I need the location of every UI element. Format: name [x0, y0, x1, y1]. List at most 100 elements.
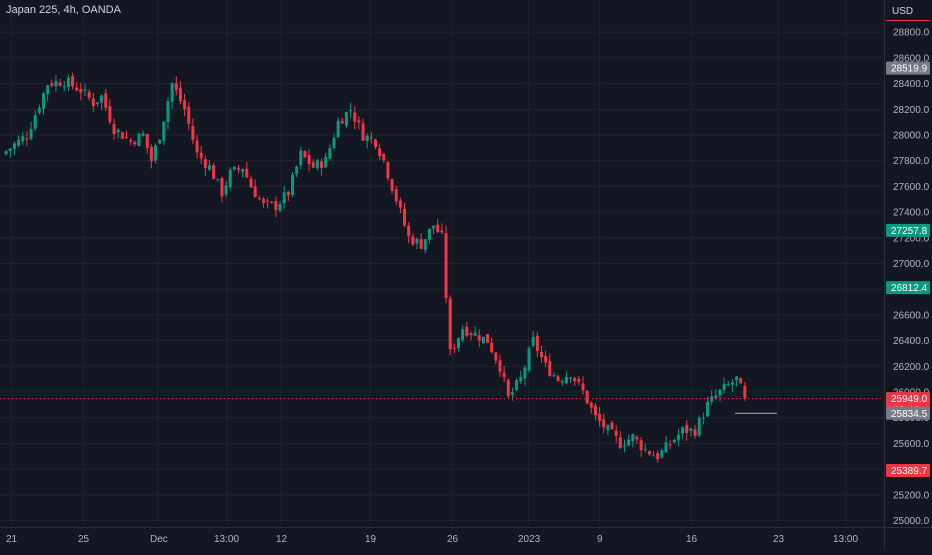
price-label-text: 25949.0 — [891, 394, 928, 405]
x-tick-label: 9 — [597, 534, 603, 545]
y-tick-label: 28000.0 — [893, 130, 930, 141]
candle-body — [473, 332, 477, 336]
candle-body — [299, 150, 303, 166]
candle-body — [660, 450, 664, 458]
candle-body — [502, 372, 506, 378]
candle-body — [324, 157, 328, 168]
candle-body — [208, 165, 211, 170]
candle-body — [639, 440, 643, 450]
candle-body — [627, 439, 631, 446]
candle-body — [344, 112, 348, 126]
price-label-bg — [886, 281, 930, 295]
price-label-bg — [886, 61, 930, 75]
candle-body — [494, 352, 498, 361]
candle-body — [286, 191, 290, 196]
candle-body — [237, 168, 241, 170]
symbol-title[interactable]: Japan 225, 4h, OANDA — [6, 4, 121, 16]
candle-body — [71, 76, 75, 87]
candle-body — [133, 142, 137, 145]
candle-body — [722, 383, 726, 391]
candle-body — [606, 425, 610, 431]
candle-body — [374, 139, 377, 148]
y-tick-label: 26200.0 — [893, 362, 930, 373]
candle-body — [104, 93, 108, 108]
candle-body — [589, 402, 593, 408]
y-tick-label: 27600.0 — [893, 182, 930, 193]
candle-body — [519, 377, 523, 382]
candle-body — [739, 378, 743, 384]
candle-body — [79, 89, 83, 93]
y-tick-label: 26600.0 — [893, 310, 930, 321]
candle-body — [432, 225, 436, 229]
candle-body — [154, 145, 158, 161]
candle-body — [593, 405, 597, 416]
candle-body — [631, 434, 635, 442]
y-tick-label: 25600.0 — [893, 439, 930, 450]
candle-body — [112, 123, 116, 135]
candle-body — [320, 161, 324, 169]
candle-body — [37, 107, 41, 113]
candle-body — [42, 93, 45, 109]
candle-body — [598, 413, 602, 422]
candle-body — [390, 179, 394, 191]
candle-body — [120, 132, 124, 139]
price-label-target: 26812.4 — [886, 281, 930, 295]
y-tick-label: 27400.0 — [893, 208, 930, 219]
candle-body — [490, 342, 494, 353]
candle-body — [166, 101, 170, 123]
x-tick-label: 2023 — [518, 534, 541, 545]
candle-body — [714, 395, 718, 399]
candle-body — [17, 139, 21, 146]
y-tick-label: 28200.0 — [893, 105, 930, 116]
y-tick-label: 28400.0 — [893, 79, 930, 90]
candle-body — [162, 121, 166, 141]
candle-body — [278, 203, 282, 211]
candle-body — [46, 85, 50, 95]
candle-body — [266, 200, 270, 202]
candle-body — [689, 428, 693, 431]
candle-body — [4, 151, 8, 154]
candle-body — [95, 102, 99, 104]
x-tick-label: Dec — [150, 534, 168, 545]
price-label-entry: 25834.5 — [886, 406, 930, 420]
candle-body — [573, 377, 577, 382]
price-label-bg — [886, 463, 930, 477]
candle-body — [423, 238, 427, 250]
candle-body — [515, 380, 519, 390]
y-tick-label: 28600.0 — [893, 53, 930, 64]
candle-body — [382, 153, 386, 161]
price-label-bg — [886, 223, 930, 237]
candle-body — [307, 155, 311, 165]
candle-body — [564, 376, 568, 384]
candle-body — [623, 445, 626, 447]
candle-body — [178, 87, 182, 102]
candle-body — [357, 120, 361, 123]
candle-body — [664, 442, 668, 453]
candle-body — [224, 185, 228, 195]
candle-body — [481, 336, 485, 344]
candle-body — [315, 160, 319, 169]
price-labels: 25949.019:4227257.826812.425834.525389.7… — [886, 61, 930, 477]
candle-body — [610, 422, 614, 430]
candle-body — [676, 434, 680, 441]
candle-body — [91, 98, 95, 107]
currency-label[interactable]: USD — [886, 1, 930, 21]
x-tick-label: 19 — [365, 534, 377, 545]
candle-body — [216, 178, 220, 180]
candle-body — [581, 383, 585, 391]
candle-body — [25, 138, 29, 140]
candle-body — [303, 151, 307, 158]
candle-body — [50, 83, 54, 86]
candle-body — [535, 335, 539, 351]
price-label-bg — [886, 406, 930, 420]
candle-body — [730, 382, 734, 385]
time-axis[interactable]: 21 25 Dec 13:00 12 19 26 2023 9 16 23 13:00 — [0, 527, 932, 546]
candle-body — [187, 106, 191, 124]
candle-body — [261, 198, 265, 203]
candle-body — [174, 83, 178, 91]
candle-body — [149, 146, 153, 162]
x-tick-label: 12 — [276, 534, 288, 545]
candle-body — [21, 136, 25, 142]
